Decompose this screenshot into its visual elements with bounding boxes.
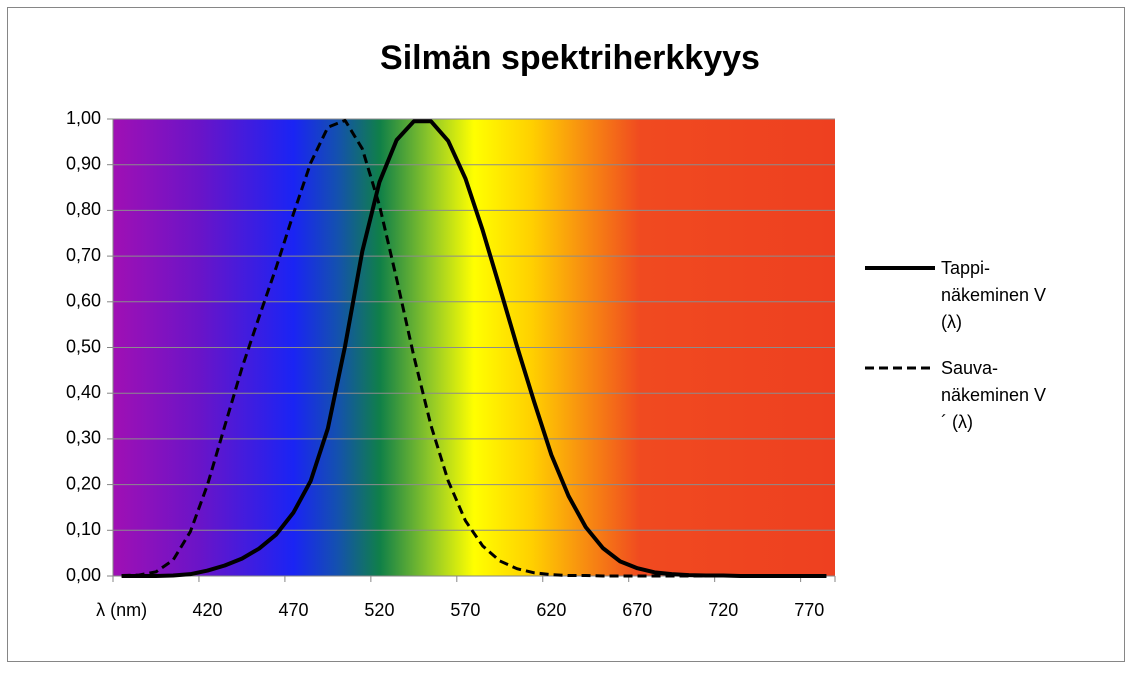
y-tick-label: 0,50 bbox=[66, 336, 101, 356]
x-tick-label: 720 bbox=[708, 600, 738, 620]
y-tick-label: 0,90 bbox=[66, 153, 101, 173]
y-tick-label: 0,00 bbox=[66, 565, 101, 585]
series-line bbox=[121, 118, 827, 578]
y-tick-label: 0,30 bbox=[66, 428, 101, 448]
y-tick-label: 1,00 bbox=[66, 108, 101, 128]
x-tick-label: 570 bbox=[450, 600, 480, 620]
y-tick-label: 0,60 bbox=[66, 291, 101, 311]
x-tick-label: 520 bbox=[364, 600, 394, 620]
x-tick-label: 670 bbox=[622, 600, 652, 620]
x-tick-label: 770 bbox=[794, 600, 824, 620]
x-tick-label: 420 bbox=[193, 600, 223, 620]
y-tick-label: 0,40 bbox=[66, 382, 101, 402]
x-tick-label: 620 bbox=[536, 600, 566, 620]
legend-label: Tappi-näkeminen V (λ) bbox=[941, 258, 1047, 332]
x-tick-label: 470 bbox=[278, 600, 308, 620]
y-tick-label: 0,80 bbox=[66, 199, 101, 219]
y-tick-label: 0,20 bbox=[66, 473, 101, 493]
y-tick-label: 0,70 bbox=[66, 245, 101, 265]
chart-title: Silmän spektriherkkyys bbox=[380, 39, 760, 77]
legend-label: Sauva-näkeminen V´ (λ) bbox=[941, 358, 1047, 432]
x-tick-label: λ (nm) bbox=[96, 600, 147, 620]
y-tick-label: 0,10 bbox=[66, 519, 101, 539]
